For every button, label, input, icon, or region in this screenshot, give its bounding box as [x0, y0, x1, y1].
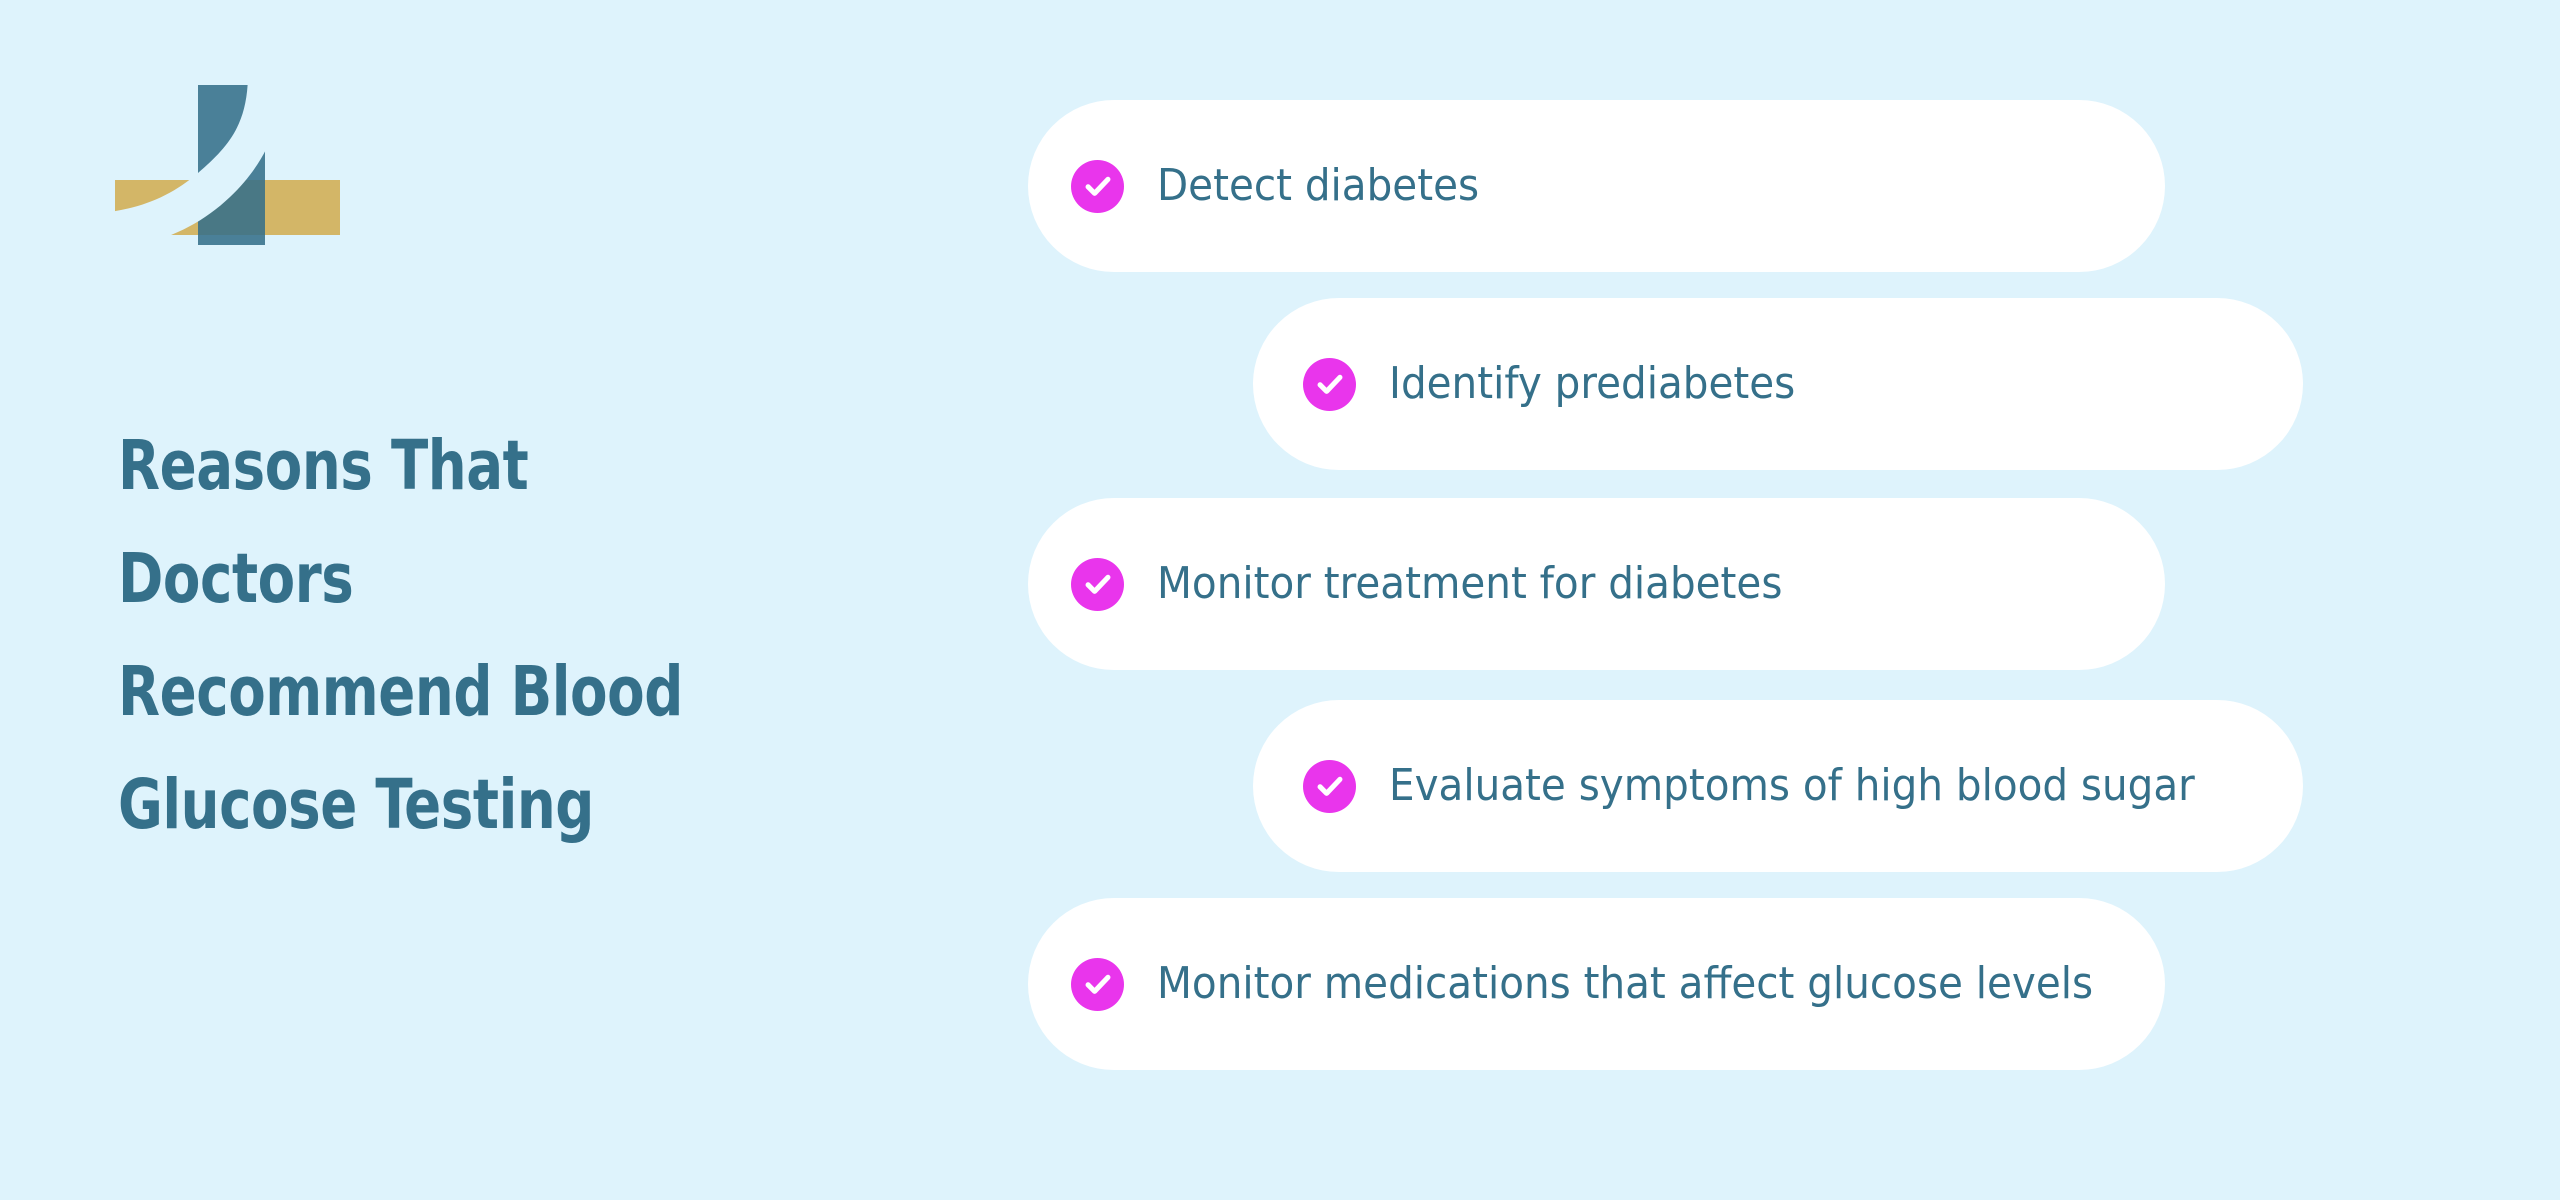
list-item-label: Monitor medications that affect glucose … — [1157, 958, 2094, 1009]
list-item-label: Monitor treatment for diabetes — [1157, 558, 1783, 609]
check-icon — [1071, 159, 1124, 213]
list-item-label: Detect diabetes — [1157, 160, 1480, 211]
list-item[interactable]: Evaluate symptoms of high blood sugar — [1253, 700, 2303, 872]
list-item-label: Evaluate symptoms of high blood sugar — [1389, 760, 2195, 811]
medical-cross-swoosh-logo — [110, 85, 340, 245]
page-title: Reasons That Doctors Recommend Blood Glu… — [118, 426, 683, 845]
list-item[interactable]: Monitor treatment for diabetes — [1028, 498, 2165, 670]
check-icon — [1303, 357, 1356, 411]
list-item-label: Identify prediabetes — [1389, 358, 1796, 409]
list-item[interactable]: Detect diabetes — [1028, 100, 2165, 272]
check-icon — [1071, 557, 1124, 611]
list-item[interactable]: Identify prediabetes — [1253, 298, 2303, 470]
title-panel: Reasons That Doctors Recommend Blood Glu… — [0, 0, 1000, 1200]
list-item[interactable]: Monitor medications that affect glucose … — [1028, 898, 2165, 1070]
check-icon — [1071, 957, 1124, 1011]
check-icon — [1303, 759, 1356, 813]
logo-swoosh — [115, 85, 284, 245]
